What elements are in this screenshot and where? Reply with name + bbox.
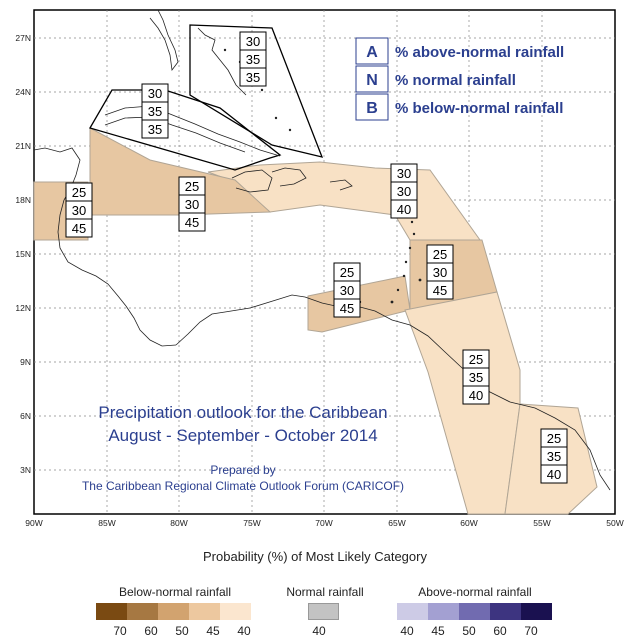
legend-swatch-above-70: [521, 603, 552, 620]
prob-normal: 30: [397, 184, 411, 199]
legend-value: 50: [462, 624, 476, 638]
map-title: Precipitation outlook for the Caribbean …: [82, 403, 404, 493]
legend-heading: Probability (%) of Most Likely Category: [203, 549, 427, 564]
key-text-above: % above-normal rainfall: [395, 44, 564, 61]
title-line-1: Precipitation outlook for the Caribbean: [98, 403, 387, 422]
prob-above: 25: [433, 247, 447, 262]
prob-above: 25: [469, 352, 483, 367]
key-text-below: % below-normal rainfall: [395, 100, 563, 117]
prob-below: 45: [72, 221, 86, 236]
legend-swatch-above-45: [428, 603, 459, 620]
legend-value: 60: [493, 624, 507, 638]
prob-box-greater-antilles: 30 30 40: [390, 163, 418, 219]
prob-box-bahamas: 30 35 35: [239, 31, 267, 87]
legend-swatch-below-70: [96, 603, 127, 620]
x-axis-labels: 90W 85W 80W 75W 70W 65W 60W 55W 50W: [25, 518, 623, 528]
legend-swatch-above-40: [397, 603, 428, 620]
title-line-2: August - September - October 2014: [108, 426, 377, 445]
legend-value: 40: [400, 624, 414, 638]
y-tick-label: 9N: [20, 357, 31, 367]
legend-value: 50: [175, 624, 189, 638]
prob-below: 40: [397, 202, 411, 217]
legend-swatch-below-60: [127, 603, 158, 620]
x-tick-label: 75W: [243, 518, 260, 528]
prob-box-jamaica: 25 30 45: [178, 176, 206, 232]
legend-value: 70: [113, 624, 127, 638]
legend-normal-label: Normal rainfall: [286, 585, 364, 599]
legend-value: 45: [431, 624, 445, 638]
prob-below: 40: [547, 467, 561, 482]
x-tick-label: 80W: [170, 518, 187, 528]
prepared-by-org: The Caribbean Regional Climate Outlook F…: [82, 479, 404, 493]
prob-below: 35: [246, 70, 260, 85]
x-tick-label: 55W: [533, 518, 550, 528]
prob-normal: 30: [185, 197, 199, 212]
legend-swatch-normal-40: [308, 603, 339, 620]
legend-value: 60: [144, 624, 158, 638]
prob-normal: 30: [72, 203, 86, 218]
legend-swatch-below-50: [158, 603, 189, 620]
prob-normal: 35: [148, 104, 162, 119]
prob-box-abc-islands: 25 30 45: [333, 262, 361, 318]
prob-below: 35: [148, 122, 162, 137]
x-tick-label: 65W: [388, 518, 405, 528]
y-axis-labels: 27N 24N 21N 18N 15N 12N 9N 6N 3N: [15, 33, 31, 475]
legend-swatch-below-45: [189, 603, 220, 620]
prob-box-trinidad-guyana: 25 35 40: [462, 349, 490, 405]
prob-normal: 35: [469, 370, 483, 385]
y-tick-label: 21N: [15, 141, 31, 151]
prepared-by: Prepared by: [210, 463, 275, 477]
prob-normal: 35: [246, 52, 260, 67]
prob-box-cuba: 30 35 35: [141, 83, 169, 139]
legend-value: 70: [524, 624, 538, 638]
prob-normal: 30: [433, 265, 447, 280]
key-letter-below: B: [366, 100, 378, 117]
y-tick-label: 12N: [15, 303, 31, 313]
legend-value: 45: [206, 624, 220, 638]
y-tick-label: 18N: [15, 195, 31, 205]
prob-above: 30: [397, 166, 411, 181]
legend-below-label: Below-normal rainfall: [118, 585, 232, 599]
prob-above: 25: [340, 265, 354, 280]
prob-box-belize: 25 30 45: [65, 182, 93, 238]
unshaded-zones: [89, 24, 324, 171]
prob-box-suriname-guiana: 25 35 40: [540, 428, 568, 484]
zone-cuba: [89, 89, 282, 171]
prob-normal: 35: [547, 449, 561, 464]
legend-value: 40: [312, 624, 326, 638]
y-tick-label: 27N: [15, 33, 31, 43]
prob-above: 25: [72, 185, 86, 200]
zone-bahamas: [189, 24, 324, 158]
y-tick-label: 3N: [20, 465, 31, 475]
x-tick-label: 90W: [25, 518, 42, 528]
category-key: A N B % above-normal rainfall % normal r…: [355, 37, 564, 121]
y-tick-label: 15N: [15, 249, 31, 259]
legend-value: 40: [237, 624, 251, 638]
y-tick-label: 6N: [20, 411, 31, 421]
legend-swatch-above-50: [459, 603, 490, 620]
prob-below: 45: [340, 301, 354, 316]
x-tick-label: 50W: [606, 518, 623, 528]
x-tick-label: 85W: [98, 518, 115, 528]
prob-above: 30: [246, 34, 260, 49]
legend-swatch-above-60: [490, 603, 521, 620]
prob-below: 45: [433, 283, 447, 298]
prob-above: 25: [547, 431, 561, 446]
probability-boxes: 30 35 35 30 35 35 25 30 45 25 30: [65, 31, 568, 484]
x-tick-label: 60W: [460, 518, 477, 528]
prob-box-leeward-islands: 25 30 45: [426, 244, 454, 300]
prob-above: 30: [148, 86, 162, 101]
key-letter-normal: N: [366, 72, 378, 89]
x-tick-label: 70W: [315, 518, 332, 528]
legend-swatch-below-40: [220, 603, 251, 620]
prob-normal: 30: [340, 283, 354, 298]
key-letter-above: A: [366, 44, 378, 61]
prob-below: 45: [185, 215, 199, 230]
y-tick-label: 24N: [15, 87, 31, 97]
prob-above: 25: [185, 179, 199, 194]
key-text-normal: % normal rainfall: [395, 72, 516, 89]
legend-above-label: Above-normal rainfall: [418, 585, 532, 599]
prob-below: 40: [469, 388, 483, 403]
